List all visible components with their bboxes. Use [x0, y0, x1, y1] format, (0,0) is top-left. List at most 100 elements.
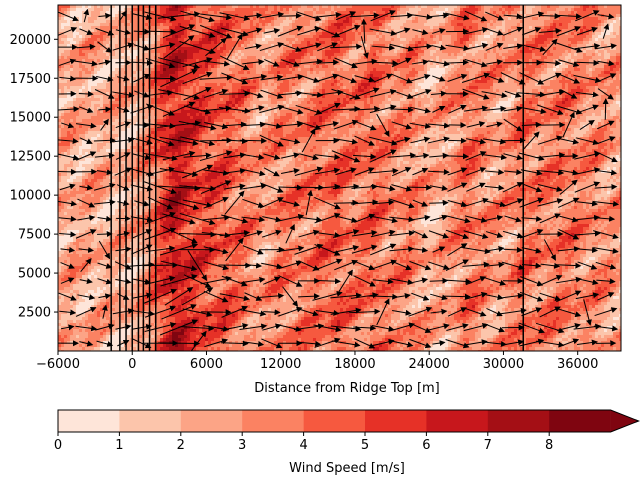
contour-cell	[523, 71, 527, 75]
contour-cell	[418, 11, 422, 15]
contour-cell	[292, 59, 296, 63]
contour-cell	[469, 26, 473, 30]
contour-cell	[484, 38, 488, 42]
contour-cell	[340, 68, 344, 72]
contour-cell	[277, 71, 281, 75]
contour-cell	[595, 68, 599, 72]
contour-cell	[277, 23, 281, 27]
contour-cell	[133, 65, 137, 69]
contour-cell	[436, 26, 440, 30]
contour-cell	[436, 35, 440, 39]
contour-cell	[577, 77, 581, 81]
contour-cell	[520, 56, 524, 60]
contour-cell	[187, 5, 191, 9]
contour-cell	[442, 23, 446, 27]
contour-cell	[418, 68, 422, 72]
contour-cell	[166, 32, 170, 36]
contour-cell	[298, 53, 302, 57]
contour-cell	[97, 11, 101, 15]
contour-cell	[400, 50, 404, 54]
contour-cell	[565, 62, 569, 66]
contour-cell	[577, 23, 581, 27]
contour-cell	[139, 56, 143, 60]
contour-cell	[610, 59, 614, 63]
contour-cell	[199, 29, 203, 33]
contour-cell	[304, 44, 308, 48]
contour-cell	[190, 14, 194, 18]
contour-cell	[217, 53, 221, 57]
contour-cell	[472, 32, 476, 36]
contour-cell	[97, 44, 101, 48]
contour-cell	[517, 32, 521, 36]
contour-cell	[70, 53, 74, 57]
contour-cell	[364, 5, 368, 9]
contour-cell	[613, 29, 617, 33]
contour-cell	[403, 8, 407, 12]
contour-cell	[391, 35, 395, 39]
contour-cell	[91, 74, 95, 78]
contour-cell	[427, 11, 431, 15]
contour-cell	[496, 53, 500, 57]
contour-cell	[421, 65, 425, 69]
contour-cell	[541, 68, 545, 72]
contour-cell	[415, 23, 419, 27]
contour-cell	[616, 77, 620, 81]
contour-cell	[85, 17, 89, 21]
contour-cell	[244, 53, 248, 57]
contour-cell	[292, 41, 296, 45]
contour-cell	[88, 11, 92, 15]
contour-cell	[325, 65, 329, 69]
contour-cell	[115, 62, 119, 66]
contour-cell	[229, 50, 233, 54]
contour-cell	[253, 23, 257, 27]
contour-cell	[58, 35, 62, 39]
contour-cell	[229, 65, 233, 69]
contour-cell	[79, 23, 83, 27]
contour-cell	[406, 62, 410, 66]
contour-cell	[586, 53, 590, 57]
contour-cell	[310, 53, 314, 57]
contour-cell	[535, 11, 539, 15]
contour-cell	[163, 20, 167, 24]
contour-cell	[268, 80, 272, 84]
contour-cell	[433, 50, 437, 54]
contour-cell	[370, 83, 374, 87]
contour-cell	[580, 11, 584, 15]
contour-cell	[64, 47, 68, 51]
contour-cell	[187, 50, 191, 54]
contour-cell	[397, 32, 401, 36]
contour-cell	[592, 41, 596, 45]
contour-cell	[526, 26, 530, 30]
contour-cell	[544, 32, 548, 36]
contour-cell	[538, 8, 542, 12]
contour-cell	[184, 14, 188, 18]
contour-cell	[358, 71, 362, 75]
contour-cell	[526, 71, 530, 75]
contour-cell	[202, 14, 206, 18]
contour-cell	[310, 11, 314, 15]
contour-cell	[490, 65, 494, 69]
contour-cell	[202, 44, 206, 48]
contour-cell	[412, 74, 416, 78]
contour-cell	[313, 56, 317, 60]
contour-cell	[172, 5, 176, 9]
contour-cell	[178, 8, 182, 12]
contour-cell	[565, 20, 569, 24]
contour-cell	[157, 23, 161, 27]
contour-cell	[454, 20, 458, 24]
contour-cell	[442, 11, 446, 15]
contour-cell	[550, 11, 554, 15]
contour-cell	[253, 41, 257, 45]
contour-cell	[505, 47, 509, 51]
contour-cell	[136, 20, 140, 24]
contour-cell	[472, 8, 476, 12]
contour-cell	[205, 47, 209, 51]
contour-cell	[133, 41, 137, 45]
contour-cell	[301, 17, 305, 21]
contour-cell	[421, 50, 425, 54]
contour-cell	[136, 80, 140, 84]
contour-cell	[526, 20, 530, 24]
contour-cell	[586, 80, 590, 84]
contour-cell	[187, 62, 191, 66]
contour-cell	[514, 32, 518, 36]
